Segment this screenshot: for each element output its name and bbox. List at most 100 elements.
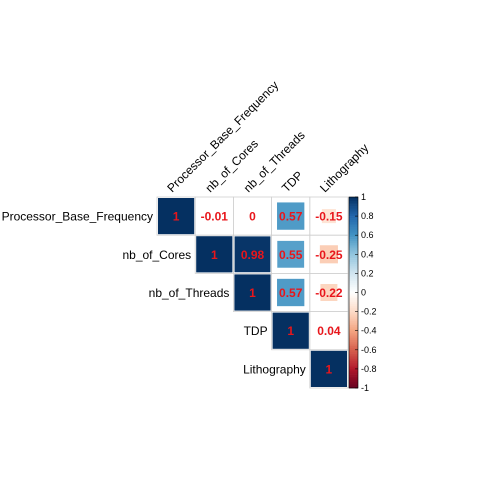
colorbar-segment-30: [349, 254, 358, 257]
grid-cell-r4-c4: [309, 349, 349, 389]
colorbar-segment-63: [349, 317, 358, 320]
colorbar-segment-77: [349, 344, 358, 347]
colorbar-segment-29: [349, 252, 358, 255]
colorbar-segment-95: [349, 378, 358, 381]
colorbar-segment-53: [349, 298, 358, 301]
colorbar-segment-37: [349, 267, 358, 270]
colorbar-segment-78: [349, 345, 358, 349]
colorbar-segment-26: [349, 246, 358, 249]
colorbar-segment-56: [349, 303, 358, 307]
colorbar-tick-label-3: 0.4: [361, 249, 374, 259]
cell-square-r2-c4: [320, 284, 338, 301]
cell-square-r2-c2: [234, 274, 271, 311]
colorbar-segment-6: [349, 208, 358, 211]
colorbar-segment-28: [349, 250, 358, 253]
colorbar-segment-21: [349, 237, 358, 240]
colorbar-legend: 1 0.8 0.6 0.4 0.2 0 -0.2 -0.4 -0.6 -0.8 -1: [348, 192, 377, 393]
cell-square-r2-c3: [277, 278, 305, 307]
cell-value-r3-c3: 1: [287, 324, 294, 338]
cell-value-r0-c2: 0: [249, 210, 256, 224]
colorbar-segment-64: [349, 319, 358, 322]
colorbar-segment-67: [349, 324, 358, 328]
colorbar-tick-label-4: 0.2: [361, 268, 374, 278]
colorbar-segment-16: [349, 227, 358, 230]
colorbar-segment-73: [349, 336, 358, 339]
colorbar-segment-57: [349, 305, 358, 309]
colorbar-segment-75: [349, 340, 358, 343]
colorbar-tick-label-2: 0.6: [361, 230, 374, 240]
colorbar-segment-99: [349, 386, 358, 389]
cell-square-r0-c1: [212, 214, 217, 218]
colorbar-segment-62: [349, 315, 358, 318]
row-label-1: nb_of_Cores: [122, 248, 191, 262]
colorbar-segment-3: [349, 202, 358, 205]
colorbar-segment-87: [349, 363, 358, 366]
colorbar-segment-15: [349, 225, 358, 228]
cell-square-r0-c0: [158, 198, 195, 235]
colorbar-segment-12: [349, 219, 358, 223]
cell-value-r0-c3: 0.57: [279, 210, 303, 224]
cell-square-r3-c4: [325, 327, 333, 335]
colorbar-segment-80: [349, 349, 358, 353]
colorbar-segment-8: [349, 212, 358, 215]
row-label-0: Processor_Base_Frequency: [2, 210, 153, 224]
colorbar-segment-20: [349, 235, 358, 238]
colorbar-segment-44: [349, 281, 358, 284]
colorbar-segment-11: [349, 218, 358, 221]
colorbar-segment-25: [349, 244, 358, 247]
colorbar-segment-86: [349, 361, 358, 364]
colorbar-segment-48: [349, 288, 358, 291]
cell-value-r2-c3: 0.57: [279, 286, 303, 300]
cell-value-labels: 1 -0.01 0 0.57 -0.15 1 0.98 0.55 -0.25 1 0.57 -0.22…: [173, 210, 343, 377]
cell-value-r2-c4: -0.22: [315, 286, 343, 300]
colorbar-segment-46: [349, 284, 358, 288]
colorbar-segment-0: [349, 197, 358, 200]
colorbar-segment-7: [349, 210, 358, 213]
colorbar-segment-39: [349, 271, 358, 274]
colorbar-segment-4: [349, 204, 358, 207]
colorbar-segment-17: [349, 229, 358, 232]
row-label-3: TDP: [244, 324, 268, 338]
colorbar-tick-label-6: -0.2: [361, 307, 377, 317]
colorbar-segment-60: [349, 311, 358, 314]
cell-value-r0-c4: -0.15: [315, 210, 343, 224]
colorbar-tick-label-10: -1: [361, 383, 369, 393]
row-label-4: Lithography: [243, 362, 306, 376]
colorbar-segment-49: [349, 290, 358, 293]
cell-square-r1-c2: [234, 236, 271, 273]
colorbar-segment-84: [349, 357, 358, 360]
colorbar-segment-82: [349, 353, 358, 356]
colorbar-segment-19: [349, 233, 358, 236]
colorbar-segment-43: [349, 279, 358, 282]
cell-value-r1-c2: 0.98: [241, 248, 265, 262]
colorbar-segment-92: [349, 372, 358, 375]
colorbar-segment-76: [349, 342, 358, 345]
colorbar-segment-9: [349, 214, 358, 217]
column-labels: Processor_Base_Frequencynb_of_Coresnb_of…: [164, 78, 371, 195]
colorbar-tick-label-5: 0: [361, 288, 366, 298]
colorbar-segment-50: [349, 292, 358, 295]
colorbar-segment-51: [349, 294, 358, 297]
cell-value-r1-c1: 1: [211, 248, 218, 262]
colorbar-segment-10: [349, 216, 358, 219]
colorbar-segment-13: [349, 221, 358, 225]
colorbar-segment-61: [349, 313, 358, 316]
colorbar-segment-52: [349, 296, 358, 299]
colorbar-segment-93: [349, 374, 358, 377]
colorbar-segment-14: [349, 223, 358, 226]
column-label-4: Lithography: [317, 141, 371, 195]
matrix-gridlines: [156, 196, 349, 389]
colorbar-segment-83: [349, 355, 358, 358]
colorbar-segment-72: [349, 334, 358, 337]
colorbar-segment-34: [349, 261, 358, 265]
colorbar-segment-55: [349, 302, 358, 305]
colorbar-segment-97: [349, 382, 358, 385]
colorbar-segment-47: [349, 286, 358, 289]
cell-value-r3-c4: 0.04: [317, 324, 341, 338]
cell-square-r0-c3: [277, 202, 305, 230]
colorbar-tick-label-0: 1: [361, 192, 366, 202]
colorbar-segment-89: [349, 366, 358, 370]
colorbar-segment-22: [349, 239, 358, 242]
